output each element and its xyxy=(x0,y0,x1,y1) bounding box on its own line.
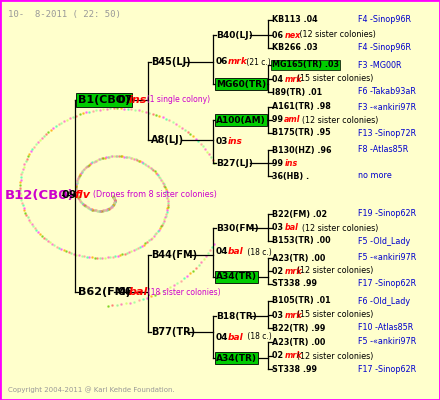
Text: (12 sister colonies): (12 sister colonies) xyxy=(297,30,375,40)
Text: B44(FM): B44(FM) xyxy=(151,250,197,260)
Text: mrk: mrk xyxy=(284,352,302,360)
Text: F3 -MG00R: F3 -MG00R xyxy=(358,60,401,70)
Text: ins: ins xyxy=(129,95,147,105)
Text: (Drones from 8 sister colonies): (Drones from 8 sister colonies) xyxy=(88,190,217,200)
Text: A161(TR) .98: A161(TR) .98 xyxy=(272,102,331,112)
Text: mrk: mrk xyxy=(284,74,302,84)
Text: 04: 04 xyxy=(216,332,228,342)
Text: 06: 06 xyxy=(117,287,132,297)
Text: 02: 02 xyxy=(272,266,286,276)
Text: 03: 03 xyxy=(272,224,286,232)
Text: (21 c.): (21 c.) xyxy=(244,58,271,66)
Text: KB266 .03: KB266 .03 xyxy=(272,44,318,52)
Text: F6 -Old_Lady: F6 -Old_Lady xyxy=(358,296,410,306)
Text: B62(FM): B62(FM) xyxy=(78,287,131,297)
Text: 36(HB) .: 36(HB) . xyxy=(272,172,309,180)
Text: (12 sister colonies): (12 sister colonies) xyxy=(297,266,373,276)
Text: B77(TR): B77(TR) xyxy=(151,327,195,337)
Text: ST338 .99: ST338 .99 xyxy=(272,280,317,288)
Text: bal: bal xyxy=(228,332,244,342)
Text: (1 single colony): (1 single colony) xyxy=(142,96,210,104)
Text: 09: 09 xyxy=(62,190,77,200)
Text: Copyright 2004-2011 @ Karl Kehde Foundation.: Copyright 2004-2011 @ Karl Kehde Foundat… xyxy=(8,386,175,393)
Text: 10-  8-2011 ( 22: 50): 10- 8-2011 ( 22: 50) xyxy=(8,10,121,19)
Text: (18 sister colonies): (18 sister colonies) xyxy=(143,288,220,296)
Text: aml: aml xyxy=(284,116,301,124)
Text: bal: bal xyxy=(284,224,298,232)
Text: A100(AM): A100(AM) xyxy=(216,116,266,124)
Text: (12 sister colonies): (12 sister colonies) xyxy=(297,116,378,124)
Text: A23(TR) .00: A23(TR) .00 xyxy=(272,338,325,346)
Text: ins: ins xyxy=(228,136,243,146)
Text: bal: bal xyxy=(228,248,244,256)
Text: 04: 04 xyxy=(216,248,228,256)
Text: A8(LJ): A8(LJ) xyxy=(151,135,184,145)
Text: (12 sister colonies): (12 sister colonies) xyxy=(297,224,378,232)
Text: F19 -Sinop62R: F19 -Sinop62R xyxy=(358,210,416,218)
Text: A34(TR): A34(TR) xyxy=(216,272,257,282)
Text: B40(LJ): B40(LJ) xyxy=(216,30,253,40)
Text: B12(CB0): B12(CB0) xyxy=(5,188,75,202)
Text: 03: 03 xyxy=(216,136,228,146)
Text: (18 c.): (18 c.) xyxy=(245,332,272,342)
Text: B175(TR) .95: B175(TR) .95 xyxy=(272,128,330,138)
Text: bal: bal xyxy=(129,287,148,297)
Text: (15 sister colonies): (15 sister colonies) xyxy=(297,74,373,84)
Text: ST338 .99: ST338 .99 xyxy=(272,364,317,374)
Text: B22(TR) .99: B22(TR) .99 xyxy=(272,324,325,332)
Text: flv: flv xyxy=(74,190,90,200)
Text: B27(LJ): B27(LJ) xyxy=(216,158,253,168)
Text: F4 -Sinop96R: F4 -Sinop96R xyxy=(358,16,411,24)
Text: 03: 03 xyxy=(272,310,286,320)
Text: mrk: mrk xyxy=(228,58,248,66)
Text: (12 sister colonies): (12 sister colonies) xyxy=(297,352,373,360)
Text: 07: 07 xyxy=(117,95,132,105)
Text: F5 -«ankiri97R: F5 -«ankiri97R xyxy=(358,338,416,346)
Text: F5 -Old_Lady: F5 -Old_Lady xyxy=(358,236,410,246)
Text: 06: 06 xyxy=(272,30,286,40)
Text: (18 c.): (18 c.) xyxy=(245,248,272,256)
Text: MG60(TR): MG60(TR) xyxy=(216,80,266,88)
Text: B153(TR) .00: B153(TR) .00 xyxy=(272,236,330,246)
Text: B45(LJ): B45(LJ) xyxy=(151,57,191,67)
Text: B130(HZ) .96: B130(HZ) .96 xyxy=(272,146,331,154)
Text: mrk: mrk xyxy=(284,310,302,320)
Text: F17 -Sinop62R: F17 -Sinop62R xyxy=(358,364,416,374)
Text: F17 -Sinop62R: F17 -Sinop62R xyxy=(358,280,416,288)
Text: F4 -Sinop96R: F4 -Sinop96R xyxy=(358,44,411,52)
Text: 04: 04 xyxy=(272,74,286,84)
Text: B1(CBO): B1(CBO) xyxy=(78,95,130,105)
Text: B22(FM) .02: B22(FM) .02 xyxy=(272,210,327,218)
Text: I89(TR) .01: I89(TR) .01 xyxy=(272,88,322,96)
Text: A34(TR): A34(TR) xyxy=(216,354,257,362)
Text: F5 -«ankiri97R: F5 -«ankiri97R xyxy=(358,254,416,262)
Text: A23(TR) .00: A23(TR) .00 xyxy=(272,254,325,262)
Text: mrk: mrk xyxy=(284,266,302,276)
Text: B105(TR) .01: B105(TR) .01 xyxy=(272,296,330,306)
Text: F3 -«ankiri97R: F3 -«ankiri97R xyxy=(358,102,416,112)
Text: nex: nex xyxy=(284,30,301,40)
Text: B18(TR): B18(TR) xyxy=(216,312,257,320)
Text: 02: 02 xyxy=(272,352,286,360)
Text: KB113 .04: KB113 .04 xyxy=(272,16,318,24)
Text: no more: no more xyxy=(358,172,392,180)
Text: B30(FM): B30(FM) xyxy=(216,224,259,232)
Text: 99: 99 xyxy=(272,116,286,124)
Text: F10 -Atlas85R: F10 -Atlas85R xyxy=(358,324,413,332)
Text: ins: ins xyxy=(284,158,297,168)
Text: MG165(TR) .03: MG165(TR) .03 xyxy=(272,60,339,70)
Text: 06: 06 xyxy=(216,58,228,66)
Text: (15 sister colonies): (15 sister colonies) xyxy=(297,310,373,320)
Text: 99: 99 xyxy=(272,158,286,168)
Text: F6 -Takab93aR: F6 -Takab93aR xyxy=(358,88,416,96)
Text: F8 -Atlas85R: F8 -Atlas85R xyxy=(358,146,408,154)
Text: F13 -Sinop72R: F13 -Sinop72R xyxy=(358,128,416,138)
